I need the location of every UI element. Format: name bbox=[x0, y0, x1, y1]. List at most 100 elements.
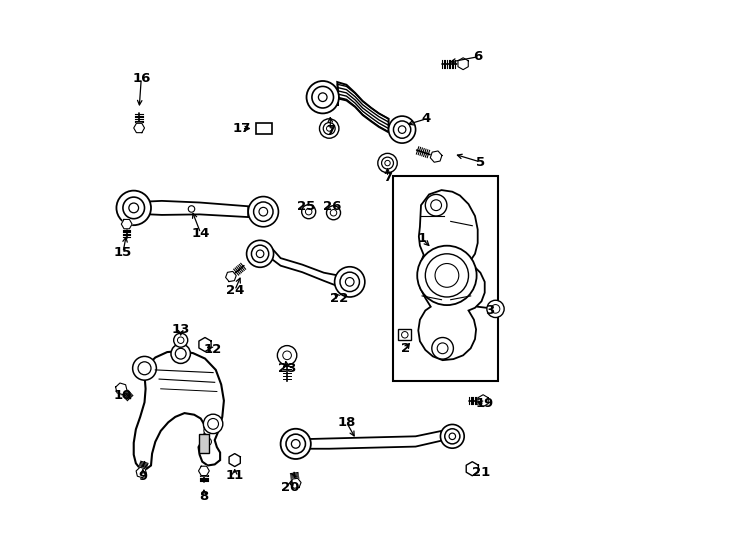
Circle shape bbox=[382, 157, 393, 169]
Text: 7: 7 bbox=[326, 124, 335, 137]
Circle shape bbox=[252, 245, 269, 262]
Text: 8: 8 bbox=[200, 490, 208, 503]
Circle shape bbox=[487, 300, 504, 318]
Text: 25: 25 bbox=[297, 200, 316, 213]
Text: 26: 26 bbox=[323, 200, 341, 213]
Circle shape bbox=[229, 455, 240, 465]
Circle shape bbox=[323, 123, 335, 134]
Circle shape bbox=[449, 433, 456, 440]
Text: 21: 21 bbox=[473, 466, 490, 479]
Polygon shape bbox=[418, 190, 484, 360]
Polygon shape bbox=[430, 151, 442, 162]
Polygon shape bbox=[338, 82, 388, 132]
Circle shape bbox=[319, 93, 327, 102]
Polygon shape bbox=[198, 466, 209, 476]
Circle shape bbox=[291, 440, 300, 448]
Circle shape bbox=[123, 197, 145, 219]
Circle shape bbox=[399, 126, 406, 133]
Polygon shape bbox=[121, 219, 132, 229]
Circle shape bbox=[388, 116, 415, 143]
Circle shape bbox=[204, 427, 211, 435]
Text: 6: 6 bbox=[473, 50, 483, 63]
Text: 13: 13 bbox=[172, 323, 190, 336]
Circle shape bbox=[277, 346, 297, 365]
Circle shape bbox=[319, 119, 339, 138]
Circle shape bbox=[393, 121, 411, 138]
Circle shape bbox=[175, 348, 186, 359]
Circle shape bbox=[385, 160, 390, 166]
Text: 19: 19 bbox=[476, 397, 494, 410]
Text: 12: 12 bbox=[204, 343, 222, 356]
Text: 3: 3 bbox=[485, 304, 495, 317]
Circle shape bbox=[133, 356, 156, 380]
Circle shape bbox=[247, 240, 274, 267]
Polygon shape bbox=[136, 467, 147, 478]
Text: 5: 5 bbox=[476, 156, 485, 168]
Circle shape bbox=[203, 414, 223, 434]
Circle shape bbox=[232, 457, 237, 463]
Circle shape bbox=[171, 344, 190, 363]
Text: 7: 7 bbox=[383, 171, 392, 184]
Text: 22: 22 bbox=[330, 292, 348, 305]
Bar bbox=[198, 434, 209, 453]
Polygon shape bbox=[466, 462, 479, 476]
Circle shape bbox=[204, 438, 211, 446]
Circle shape bbox=[248, 197, 278, 227]
Polygon shape bbox=[134, 123, 145, 133]
Circle shape bbox=[417, 246, 476, 305]
Polygon shape bbox=[272, 248, 338, 286]
Circle shape bbox=[437, 343, 448, 354]
Text: 23: 23 bbox=[278, 362, 297, 375]
Polygon shape bbox=[134, 351, 224, 469]
Text: 24: 24 bbox=[225, 284, 244, 297]
Text: 9: 9 bbox=[138, 470, 148, 483]
Circle shape bbox=[440, 424, 464, 448]
Bar bbox=[256, 123, 272, 134]
Circle shape bbox=[202, 341, 208, 348]
Text: 11: 11 bbox=[225, 469, 244, 482]
Circle shape bbox=[259, 207, 268, 216]
Text: 20: 20 bbox=[281, 481, 299, 494]
Polygon shape bbox=[225, 272, 236, 281]
Bar bbox=[399, 329, 411, 340]
Circle shape bbox=[335, 267, 365, 297]
Polygon shape bbox=[229, 454, 240, 467]
Text: 4: 4 bbox=[422, 112, 431, 125]
Circle shape bbox=[261, 125, 268, 132]
Circle shape bbox=[178, 337, 184, 343]
Circle shape bbox=[431, 200, 442, 211]
Circle shape bbox=[425, 254, 468, 297]
Text: 16: 16 bbox=[132, 72, 150, 85]
Polygon shape bbox=[116, 383, 127, 395]
Circle shape bbox=[129, 203, 139, 213]
Circle shape bbox=[378, 153, 397, 173]
Circle shape bbox=[174, 333, 188, 347]
Circle shape bbox=[466, 463, 479, 475]
Text: 10: 10 bbox=[114, 389, 132, 402]
Circle shape bbox=[117, 191, 151, 225]
Circle shape bbox=[401, 332, 408, 338]
Text: 1: 1 bbox=[418, 232, 426, 245]
Circle shape bbox=[346, 278, 354, 286]
Circle shape bbox=[312, 86, 333, 108]
Polygon shape bbox=[199, 338, 211, 352]
Circle shape bbox=[208, 418, 219, 429]
Circle shape bbox=[138, 362, 151, 375]
Circle shape bbox=[491, 305, 500, 313]
Circle shape bbox=[305, 208, 312, 215]
Circle shape bbox=[435, 264, 459, 287]
Text: 15: 15 bbox=[114, 246, 132, 259]
Circle shape bbox=[254, 202, 273, 221]
Polygon shape bbox=[478, 395, 488, 407]
Text: 17: 17 bbox=[233, 122, 251, 135]
Circle shape bbox=[302, 205, 316, 219]
Text: 18: 18 bbox=[338, 416, 356, 429]
Circle shape bbox=[469, 465, 476, 472]
Polygon shape bbox=[291, 478, 301, 488]
Text: 14: 14 bbox=[192, 227, 210, 240]
Circle shape bbox=[256, 250, 264, 258]
Circle shape bbox=[327, 126, 332, 131]
Circle shape bbox=[425, 194, 447, 216]
Circle shape bbox=[432, 338, 454, 359]
Circle shape bbox=[188, 206, 195, 212]
